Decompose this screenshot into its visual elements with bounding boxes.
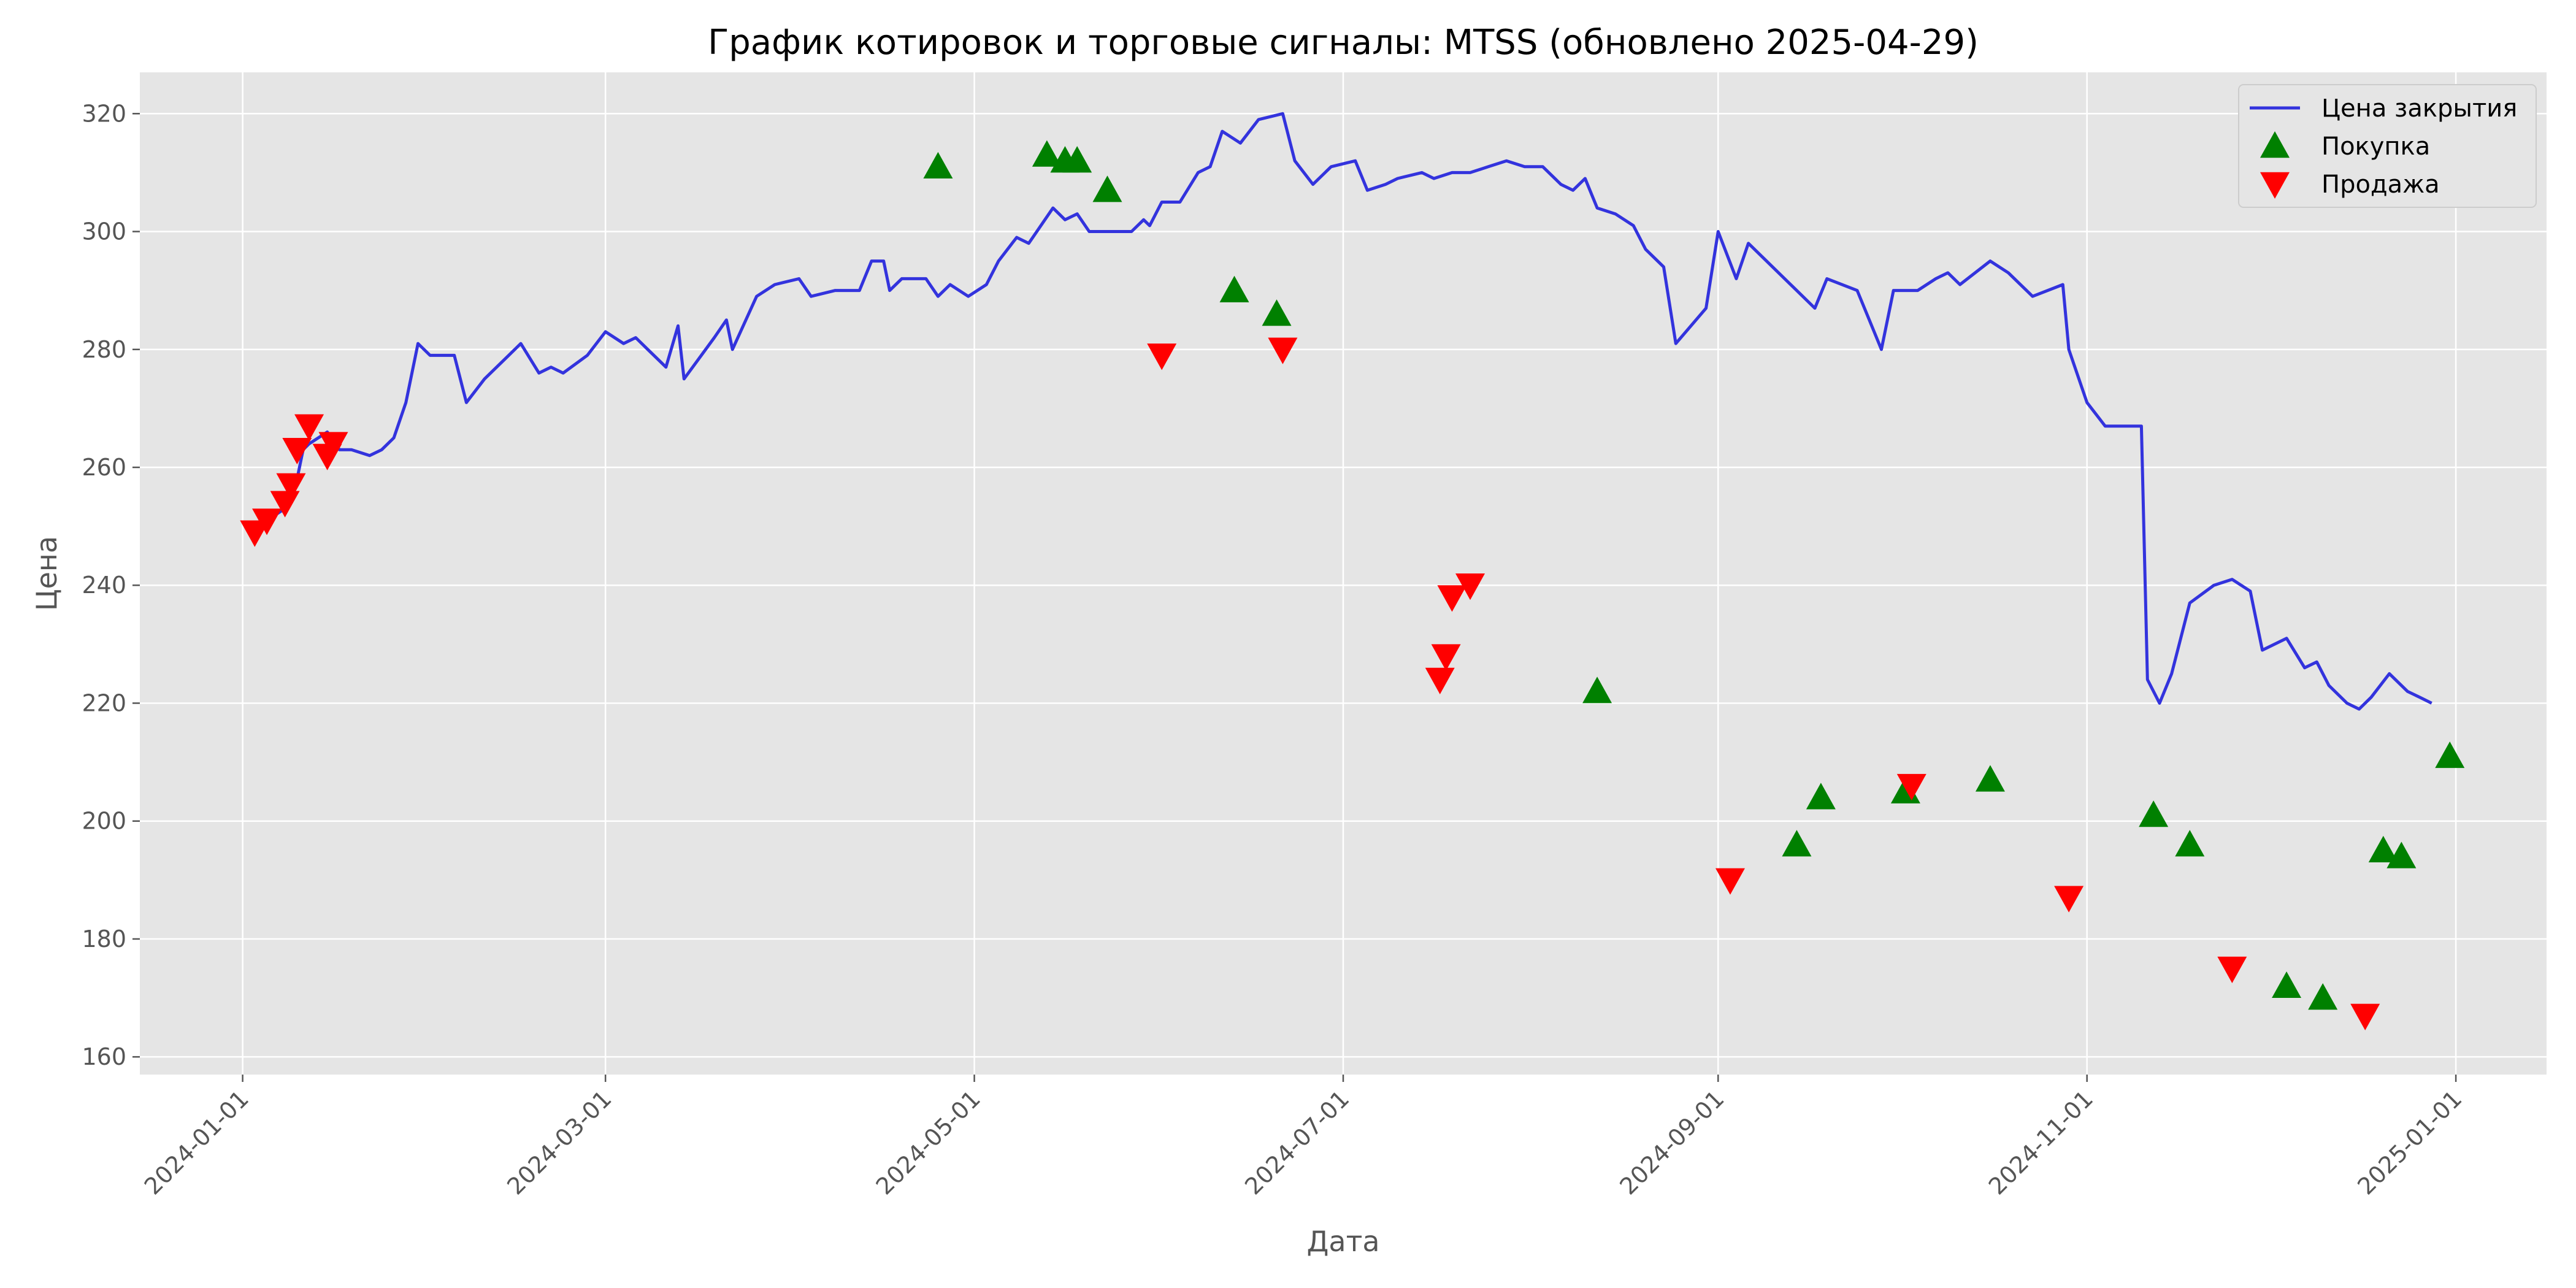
y-tick-label: 160 (82, 1043, 126, 1070)
y-tick-label: 320 (82, 100, 126, 127)
legend-label: Цена закрытия (2321, 94, 2517, 123)
y-tick-label: 200 (82, 808, 126, 835)
x-axis-label: Дата (1306, 1225, 1379, 1258)
y-tick-label: 180 (82, 926, 126, 953)
chart-title: График котировок и торговые сигналы: MTS… (708, 23, 1979, 63)
y-tick-label: 300 (82, 218, 126, 245)
legend-label: Покупка (2321, 132, 2430, 161)
y-tick-label: 260 (82, 454, 126, 481)
y-axis-label: Цена (30, 536, 63, 611)
legend-label: Продажа (2321, 171, 2440, 199)
y-tick-label: 280 (82, 336, 126, 363)
y-tick-label: 220 (82, 689, 126, 716)
legend: Цена закрытия Покупка Продажа (2239, 85, 2536, 207)
y-tick-label: 240 (82, 572, 126, 599)
